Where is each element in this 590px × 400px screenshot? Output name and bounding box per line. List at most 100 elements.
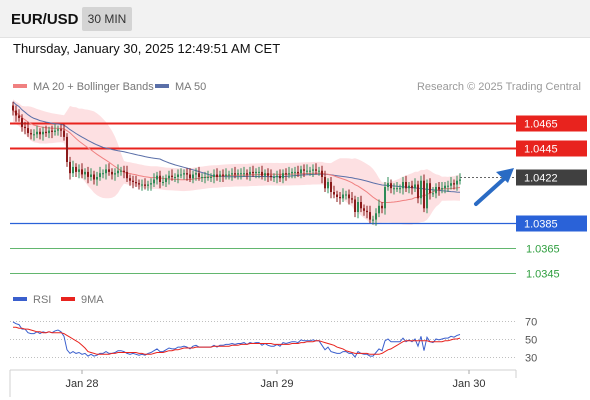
candle xyxy=(138,179,140,190)
candle xyxy=(54,124,56,136)
candle-body xyxy=(24,126,26,129)
candle xyxy=(18,109,20,122)
candle-body xyxy=(102,173,104,175)
rsi-legend-swatch xyxy=(13,297,27,301)
resistance-level-label: 1.0465 xyxy=(524,119,558,131)
candle-body xyxy=(213,174,215,177)
candle-body xyxy=(33,134,35,136)
candle-body xyxy=(222,174,224,176)
candle-body xyxy=(195,173,197,175)
candle xyxy=(420,175,422,205)
candle xyxy=(72,160,74,177)
candle-body xyxy=(309,170,311,172)
rsi-grid: 70 50 30 xyxy=(10,317,537,365)
candle xyxy=(267,168,269,182)
candle xyxy=(39,128,41,140)
candle-body xyxy=(126,171,128,179)
candle xyxy=(36,125,38,139)
candle xyxy=(351,192,353,204)
candle-body xyxy=(348,194,350,199)
credit-text: Research © 2025 Trading Central xyxy=(417,81,581,93)
candle xyxy=(45,125,47,137)
candle xyxy=(228,170,230,180)
candle xyxy=(84,168,86,180)
candle-body xyxy=(120,170,122,172)
candle-body xyxy=(129,178,131,181)
candle-body xyxy=(234,173,236,175)
candle xyxy=(453,179,455,190)
candle xyxy=(51,125,53,139)
candle xyxy=(24,121,26,135)
x-tick-label: Jan 30 xyxy=(452,378,485,390)
candle xyxy=(21,114,23,132)
candle-body xyxy=(78,169,80,172)
candle xyxy=(69,156,71,180)
candle xyxy=(375,208,377,226)
candle xyxy=(327,178,329,194)
candle-body xyxy=(432,193,434,195)
candle-body xyxy=(39,131,41,135)
candle-body xyxy=(312,169,314,171)
candle xyxy=(360,195,362,213)
candle-body xyxy=(357,202,359,212)
candle xyxy=(261,165,263,180)
candle-body xyxy=(258,171,260,173)
candle xyxy=(405,175,407,192)
candle xyxy=(288,166,290,179)
candle-body xyxy=(228,174,230,176)
candle-body xyxy=(372,219,374,221)
candle-body xyxy=(123,170,125,172)
candle xyxy=(150,178,152,191)
candle-body xyxy=(450,183,452,186)
rsi-ma-line xyxy=(13,326,461,355)
candle xyxy=(324,170,326,192)
x-tick-label: Jan 29 xyxy=(260,378,293,390)
candle xyxy=(399,184,401,194)
candle xyxy=(426,179,428,214)
candle-body xyxy=(327,182,329,189)
candle-body xyxy=(435,187,437,194)
candle xyxy=(306,164,308,175)
candle-body xyxy=(402,182,404,189)
candle-body xyxy=(417,184,419,199)
candle-body xyxy=(267,173,269,176)
candle xyxy=(255,168,257,179)
candle-body xyxy=(75,166,77,172)
candle-body xyxy=(279,175,281,179)
candle xyxy=(297,165,299,177)
candle xyxy=(243,166,245,177)
candle xyxy=(312,164,314,177)
candle-body xyxy=(48,130,50,134)
candle xyxy=(126,165,128,182)
candle-body xyxy=(246,173,248,175)
candle-body xyxy=(69,161,71,174)
candle xyxy=(378,199,380,218)
candle-body xyxy=(87,171,89,177)
candle-body xyxy=(363,208,365,211)
candle xyxy=(204,171,206,184)
candle-body xyxy=(399,188,401,190)
candle xyxy=(282,169,284,184)
candle xyxy=(105,164,107,180)
timeframe-button[interactable]: 30 MIN xyxy=(82,7,132,31)
support-level-tag xyxy=(516,215,587,232)
rsi-legend: RSI 9MA xyxy=(13,294,104,306)
candle-body xyxy=(333,192,335,195)
candle-body xyxy=(390,183,392,189)
candle xyxy=(390,179,392,194)
candle-body xyxy=(96,177,98,180)
candle xyxy=(87,166,89,184)
candle xyxy=(276,170,278,184)
candle-body xyxy=(360,202,362,209)
candle xyxy=(438,182,440,196)
candle xyxy=(369,205,371,224)
x-axis-ticks: Jan 28 Jan 29 Jan 30 xyxy=(65,370,486,390)
bollinger-band xyxy=(13,99,460,226)
candle xyxy=(264,169,266,181)
candle xyxy=(132,175,134,189)
candle-body xyxy=(321,170,323,177)
candle xyxy=(135,175,137,187)
candle-body xyxy=(225,174,227,176)
candle xyxy=(75,163,77,177)
